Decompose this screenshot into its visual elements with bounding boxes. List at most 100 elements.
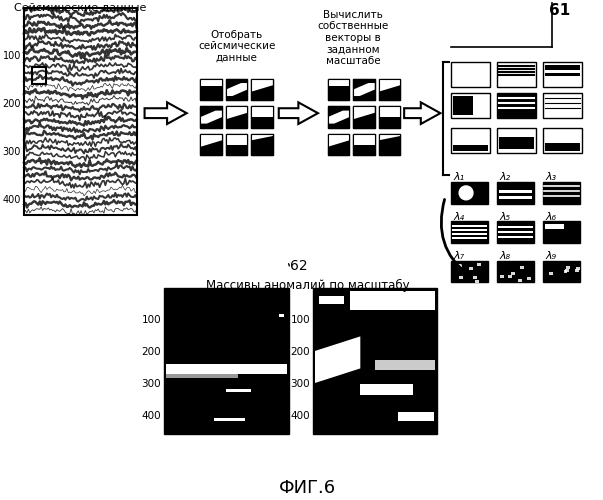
- Bar: [543, 222, 581, 243]
- FancyArrow shape: [145, 102, 187, 124]
- Polygon shape: [328, 134, 349, 147]
- Bar: [500, 275, 504, 278]
- Bar: [251, 106, 273, 128]
- Polygon shape: [379, 134, 400, 140]
- Bar: [164, 288, 289, 434]
- Circle shape: [459, 186, 473, 200]
- Text: 400: 400: [3, 195, 21, 205]
- Bar: [397, 412, 434, 421]
- Bar: [549, 272, 554, 276]
- Bar: [497, 62, 537, 86]
- Bar: [517, 278, 522, 281]
- Bar: [328, 78, 349, 100]
- Bar: [251, 106, 273, 117]
- Bar: [200, 78, 222, 100]
- Bar: [328, 106, 349, 128]
- Text: λ₉: λ₉: [545, 251, 557, 261]
- Bar: [353, 78, 374, 100]
- Text: λ₆: λ₆: [545, 212, 557, 222]
- Bar: [452, 233, 487, 235]
- Bar: [379, 106, 400, 117]
- Polygon shape: [379, 78, 400, 92]
- Bar: [508, 276, 511, 278]
- Text: Сейсмические данные: Сейсмические данные: [14, 3, 147, 13]
- Bar: [498, 236, 534, 238]
- Bar: [497, 261, 534, 282]
- Bar: [319, 296, 344, 304]
- Text: 200: 200: [142, 348, 161, 358]
- Text: λ₁: λ₁: [453, 172, 464, 182]
- Text: 400: 400: [291, 412, 310, 422]
- Bar: [251, 78, 273, 100]
- Bar: [543, 62, 582, 86]
- Bar: [475, 280, 479, 282]
- Text: 100: 100: [291, 316, 310, 326]
- Bar: [451, 182, 488, 204]
- Polygon shape: [353, 106, 374, 120]
- Polygon shape: [200, 110, 222, 124]
- Bar: [451, 62, 490, 86]
- Bar: [379, 134, 400, 156]
- Text: 100: 100: [3, 51, 21, 61]
- Bar: [166, 374, 238, 378]
- Bar: [543, 182, 581, 204]
- Bar: [200, 134, 222, 156]
- Bar: [251, 78, 273, 100]
- Bar: [200, 134, 222, 156]
- Polygon shape: [353, 83, 374, 96]
- Bar: [451, 94, 490, 118]
- Bar: [469, 266, 473, 270]
- Text: ФИГ.6: ФИГ.6: [279, 479, 336, 497]
- Bar: [32, 66, 46, 84]
- Bar: [226, 78, 247, 100]
- Text: 62: 62: [289, 259, 307, 273]
- Bar: [353, 134, 374, 156]
- Polygon shape: [226, 106, 247, 120]
- Bar: [451, 261, 488, 282]
- Bar: [453, 96, 473, 115]
- Bar: [452, 226, 487, 228]
- Bar: [251, 106, 273, 128]
- Text: Массивы аномалий по масштабу: Массивы аномалий по масштабу: [206, 278, 410, 291]
- Polygon shape: [251, 78, 273, 92]
- Bar: [543, 94, 582, 118]
- Polygon shape: [200, 134, 222, 147]
- FancyArrow shape: [279, 102, 318, 124]
- Bar: [328, 78, 349, 86]
- Bar: [458, 264, 463, 268]
- Bar: [453, 144, 488, 150]
- Text: 300: 300: [142, 380, 161, 390]
- Bar: [545, 73, 581, 76]
- Bar: [511, 272, 515, 275]
- Text: 300: 300: [3, 147, 21, 157]
- Bar: [24, 8, 137, 214]
- Bar: [576, 267, 580, 270]
- Text: λ₅: λ₅: [499, 212, 510, 222]
- Bar: [575, 269, 579, 272]
- Polygon shape: [328, 110, 349, 124]
- Bar: [353, 134, 374, 156]
- Text: λ₃: λ₃: [545, 172, 557, 182]
- Bar: [499, 190, 532, 192]
- Bar: [543, 261, 581, 282]
- Bar: [353, 78, 374, 100]
- Text: Вычислить
собственные
векторы в
заданном
масштабе: Вычислить собственные векторы в заданном…: [318, 10, 389, 66]
- Bar: [214, 418, 245, 421]
- Bar: [499, 137, 534, 148]
- Bar: [564, 270, 567, 273]
- Bar: [226, 106, 247, 128]
- Bar: [328, 134, 349, 156]
- Text: λ₂: λ₂: [499, 172, 510, 182]
- Bar: [226, 389, 251, 392]
- Bar: [313, 288, 437, 434]
- Bar: [478, 263, 481, 266]
- Bar: [520, 266, 524, 269]
- Bar: [251, 134, 273, 156]
- Bar: [226, 134, 247, 144]
- Bar: [452, 230, 487, 231]
- Bar: [459, 276, 463, 279]
- Bar: [543, 128, 582, 152]
- Bar: [328, 134, 349, 156]
- Bar: [226, 106, 247, 128]
- Bar: [545, 65, 581, 70]
